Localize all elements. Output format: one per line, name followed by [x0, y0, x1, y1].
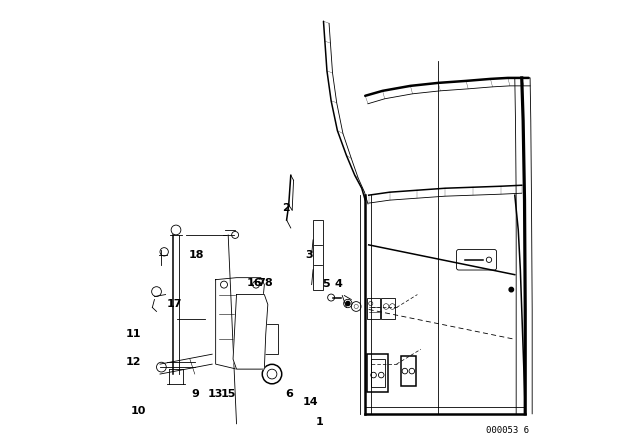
Text: 15: 15 [221, 389, 237, 399]
FancyBboxPatch shape [456, 250, 497, 270]
Text: 1: 1 [316, 417, 323, 427]
Circle shape [262, 364, 282, 384]
FancyBboxPatch shape [381, 297, 395, 319]
FancyBboxPatch shape [367, 297, 380, 319]
Text: 10: 10 [131, 406, 146, 416]
Circle shape [346, 302, 350, 306]
Circle shape [509, 287, 513, 292]
Bar [262, 324, 278, 354]
Text: 11: 11 [125, 329, 141, 339]
Text: 2: 2 [282, 203, 290, 213]
Text: 000053 6: 000053 6 [486, 426, 529, 435]
FancyBboxPatch shape [401, 356, 416, 386]
Text: 7: 7 [258, 278, 266, 288]
Text: 9: 9 [191, 389, 199, 399]
Bar [313, 220, 323, 289]
Bar [371, 359, 385, 387]
Text: 6: 6 [285, 389, 294, 399]
Text: 17: 17 [166, 299, 182, 309]
Text: 3: 3 [306, 250, 314, 260]
Text: 18: 18 [189, 250, 204, 260]
Text: 14: 14 [303, 397, 319, 407]
Text: 12: 12 [125, 357, 141, 367]
FancyBboxPatch shape [367, 354, 388, 392]
Text: 5: 5 [322, 279, 330, 289]
Text: 13: 13 [208, 389, 223, 399]
Text: 4: 4 [335, 279, 342, 289]
Polygon shape [233, 294, 268, 369]
Text: 16: 16 [246, 278, 262, 288]
Text: 8: 8 [264, 278, 272, 288]
Polygon shape [216, 278, 264, 369]
